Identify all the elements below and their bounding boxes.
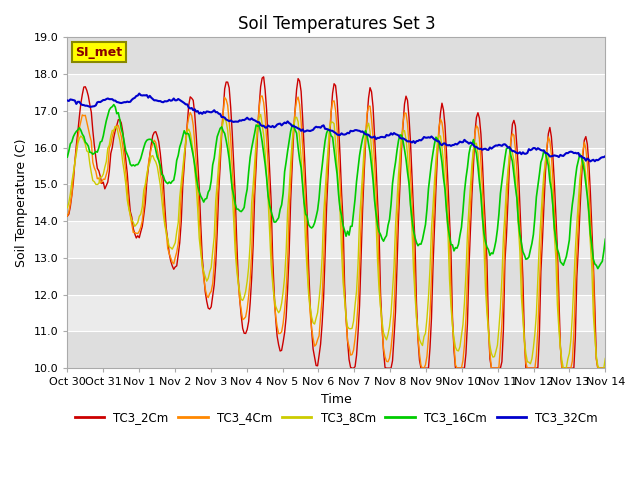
X-axis label: Time: Time <box>321 393 352 406</box>
Bar <box>67 258 605 295</box>
Bar <box>67 74 605 111</box>
Legend: TC3_2Cm, TC3_4Cm, TC3_8Cm, TC3_16Cm, TC3_32Cm: TC3_2Cm, TC3_4Cm, TC3_8Cm, TC3_16Cm, TC3… <box>70 406 603 429</box>
Text: SI_met: SI_met <box>76 46 122 59</box>
Title: Soil Temperatures Set 3: Soil Temperatures Set 3 <box>237 15 435 33</box>
Bar <box>67 295 605 331</box>
Bar <box>67 111 605 148</box>
Bar <box>67 221 605 258</box>
Bar <box>67 37 605 74</box>
Bar <box>67 148 605 184</box>
Bar <box>67 331 605 368</box>
Y-axis label: Soil Temperature (C): Soil Temperature (C) <box>15 139 28 267</box>
Bar <box>67 184 605 221</box>
